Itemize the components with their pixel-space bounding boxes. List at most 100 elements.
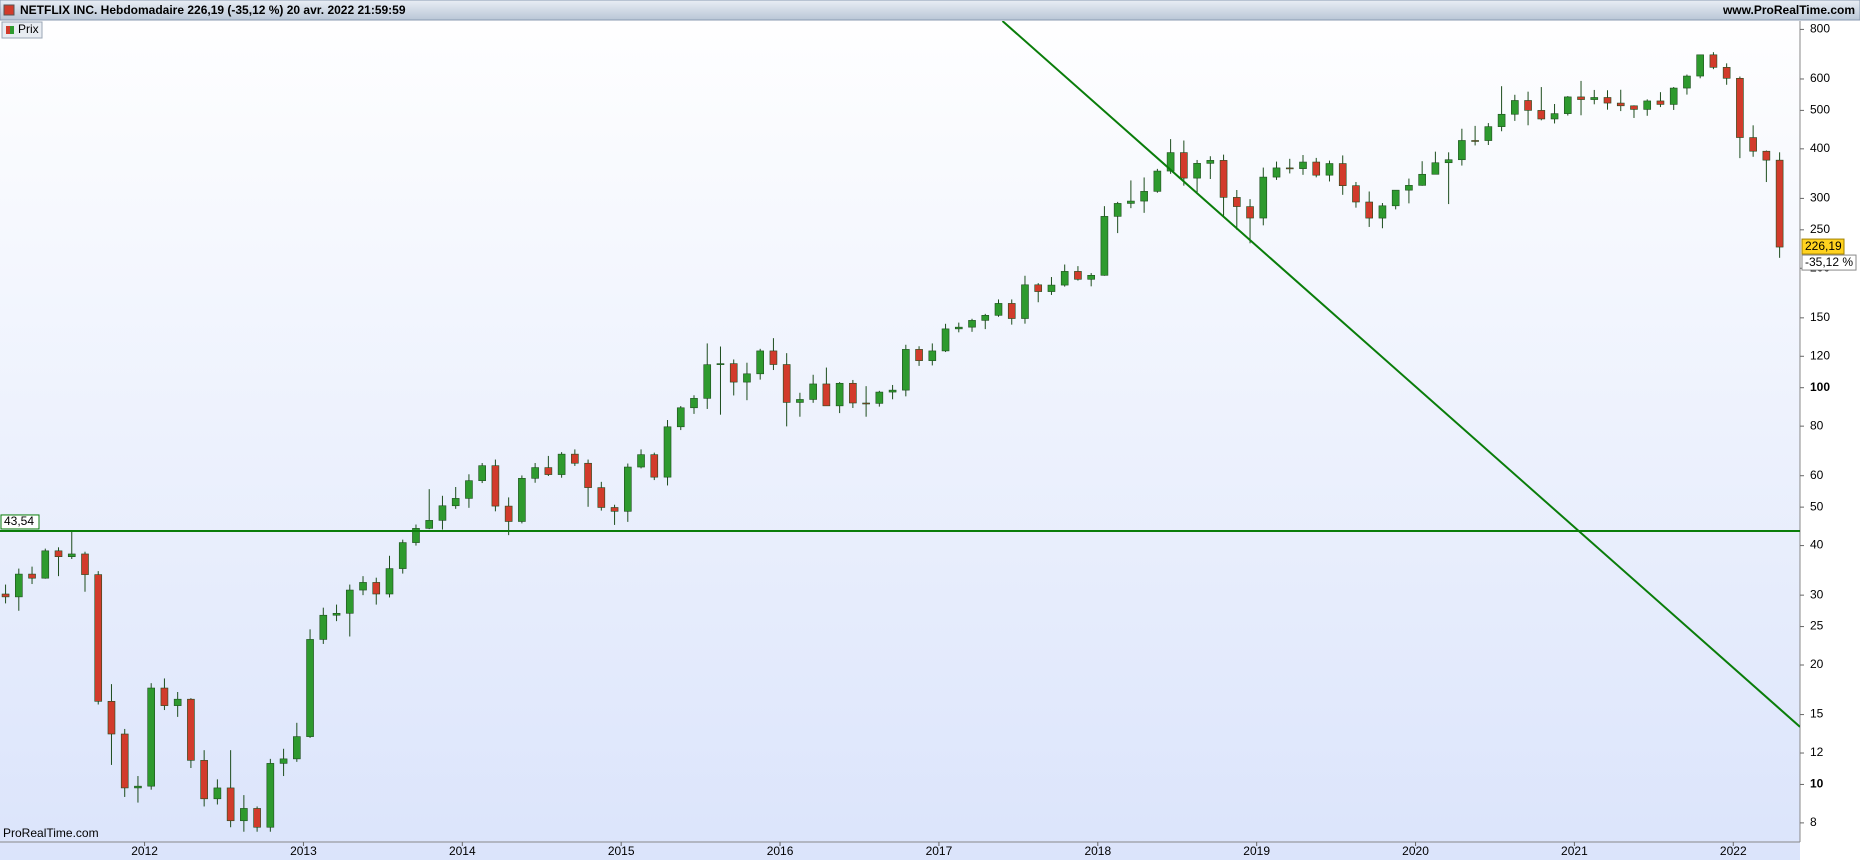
candle-body	[1140, 191, 1148, 202]
candle-body	[1378, 205, 1387, 219]
x-tick-label: 2018	[1084, 844, 1111, 858]
candle-body	[1047, 284, 1056, 292]
candle-body	[1074, 271, 1082, 280]
candle-body	[1007, 303, 1016, 319]
header-site: www.ProRealTime.com	[1722, 3, 1855, 17]
y-tick-label: 15	[1810, 707, 1824, 721]
candle-body	[240, 808, 248, 822]
candle-body	[584, 462, 592, 488]
y-tick-label: 12	[1810, 745, 1824, 759]
candle-body	[412, 528, 420, 543]
candle-body	[729, 363, 738, 383]
candle-body	[1709, 54, 1718, 68]
candle-body	[1193, 163, 1201, 179]
y-tick-label: 80	[1810, 418, 1824, 432]
candle-body	[1762, 150, 1771, 161]
y-tick-label: 60	[1810, 468, 1824, 482]
candle-body	[1233, 197, 1241, 207]
candle-body	[1497, 113, 1506, 127]
x-tick-label: 2016	[767, 844, 794, 858]
candle-body	[835, 382, 844, 407]
candle-body	[849, 382, 857, 404]
candle-body	[345, 589, 354, 614]
candle-body	[504, 505, 513, 522]
candle-body	[1285, 167, 1294, 170]
candle-body	[1338, 163, 1347, 186]
candle-body	[14, 573, 23, 598]
legend-icon	[10, 26, 14, 34]
candle-body	[1325, 163, 1334, 176]
x-tick-label: 2022	[1720, 844, 1747, 858]
x-tick-label: 2015	[608, 844, 635, 858]
candle-body	[491, 465, 500, 507]
candle-body	[994, 303, 1003, 316]
candle-body	[147, 687, 155, 787]
candle-body	[319, 614, 328, 640]
candle-body	[107, 701, 116, 735]
candle-body	[1087, 275, 1095, 280]
candle-body	[1749, 137, 1757, 152]
y-tick-label: 100	[1810, 380, 1830, 394]
candle-body	[954, 326, 963, 330]
y-tick-label: 500	[1810, 103, 1830, 117]
candle-body	[160, 687, 169, 706]
candle-body	[279, 758, 288, 764]
x-tick-label: 2020	[1402, 844, 1429, 858]
candle-body	[438, 505, 447, 521]
y-tick-label: 300	[1810, 191, 1830, 205]
x-tick-label: 2013	[290, 844, 317, 858]
candle-body	[1206, 160, 1215, 164]
last-price-box	[1801, 238, 1845, 255]
candle-body	[173, 698, 182, 706]
candle-body	[624, 466, 632, 512]
candle-body	[385, 568, 394, 595]
candle-body	[822, 383, 831, 407]
plot-area	[0, 21, 1800, 832]
candle-body	[1418, 173, 1426, 186]
candle-body	[1352, 185, 1360, 203]
y-tick-label: 600	[1810, 71, 1830, 85]
candle-body	[1113, 203, 1122, 217]
candle-body	[610, 507, 619, 512]
candle-body	[1299, 161, 1307, 169]
candle-body	[1511, 100, 1519, 115]
candle-body	[200, 760, 208, 800]
candle-body	[266, 763, 275, 828]
candle-body	[915, 349, 923, 361]
candle-body	[1722, 67, 1731, 79]
candle-body	[928, 350, 937, 361]
candle-body	[809, 383, 817, 400]
y-tick-label: 250	[1810, 222, 1830, 236]
hline-label: 43,54	[4, 514, 34, 528]
y-tick-label: 8	[1810, 815, 1817, 829]
candle-body	[875, 391, 884, 404]
candle-body	[1616, 102, 1625, 107]
candle-body	[120, 733, 129, 789]
candle-body	[306, 639, 314, 737]
candle-body	[968, 320, 976, 328]
candle-body	[372, 582, 381, 595]
candle-body	[981, 315, 990, 321]
candle-body	[1219, 160, 1228, 198]
candle-body	[332, 612, 341, 616]
candle-body	[226, 787, 235, 822]
candle-body	[862, 402, 870, 405]
candle-body	[425, 520, 434, 529]
header-title: NETFLIX INC. Hebdomadaire 226,19 (-35,12…	[20, 3, 406, 17]
trendline	[1001, 21, 1800, 728]
candle-body	[1484, 126, 1493, 141]
x-tick-label: 2014	[449, 844, 476, 858]
candle-body	[213, 787, 222, 800]
candle-body	[888, 389, 897, 393]
y-tick-label: 20	[1810, 657, 1824, 671]
y-tick-label: 800	[1810, 22, 1830, 36]
candle-body	[1021, 284, 1029, 319]
candle-body	[1656, 100, 1665, 105]
candle-body	[398, 542, 407, 569]
candle-body	[1643, 100, 1652, 110]
candle-body	[1630, 105, 1638, 110]
legend-label: Prix	[18, 22, 39, 36]
candle-body	[1365, 201, 1373, 219]
